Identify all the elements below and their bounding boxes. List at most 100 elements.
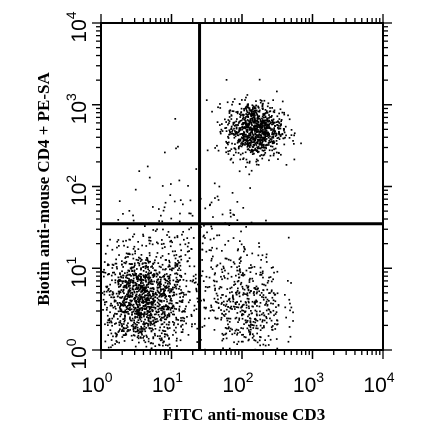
data-point: [203, 306, 206, 309]
data-point: [271, 136, 273, 138]
data-point: [268, 142, 270, 144]
data-point: [121, 330, 123, 332]
data-point: [255, 285, 258, 288]
data-point: [231, 129, 234, 132]
data-point: [106, 285, 109, 288]
data-point: [253, 152, 255, 155]
x-tick-label: 102: [222, 369, 253, 397]
data-point: [163, 273, 166, 276]
data-point: [256, 119, 259, 122]
data-point: [162, 307, 165, 309]
data-point: [122, 276, 124, 279]
data-point: [143, 308, 146, 310]
data-point: [152, 283, 154, 285]
data-point: [274, 125, 276, 127]
data-point: [138, 312, 141, 315]
data-point: [126, 293, 129, 296]
data-point: [168, 288, 170, 290]
data-point: [164, 279, 167, 282]
data-point: [242, 272, 244, 274]
data-point: [252, 114, 255, 117]
data-point: [227, 272, 230, 275]
data-point: [181, 311, 183, 313]
data-point: [128, 270, 131, 273]
data-point: [213, 280, 216, 283]
data-point: [241, 141, 243, 144]
data-point: [273, 127, 275, 129]
data-point: [230, 157, 233, 160]
data-point: [254, 109, 257, 112]
data-point: [216, 301, 218, 304]
data-point: [238, 269, 241, 272]
data-point: [255, 109, 258, 112]
data-point: [253, 119, 256, 122]
data-point: [237, 146, 240, 149]
data-point: [133, 327, 136, 329]
data-point: [233, 136, 236, 139]
data-point: [241, 144, 244, 146]
data-point: [247, 106, 250, 109]
data-point: [126, 227, 129, 229]
data-point: [232, 121, 235, 124]
data-point: [226, 319, 229, 322]
data-point: [223, 275, 225, 277]
data-point: [134, 323, 137, 325]
data-point: [268, 114, 270, 116]
data-point: [103, 293, 106, 296]
data-point: [261, 145, 263, 147]
data-point: [151, 316, 154, 318]
data-point: [266, 105, 269, 108]
data-point: [136, 336, 139, 339]
data-point: [263, 145, 265, 147]
data-point: [255, 104, 257, 107]
data-point: [165, 285, 168, 287]
data-point: [116, 267, 118, 270]
data-point: [272, 99, 274, 101]
data-point: [223, 315, 226, 317]
data-point: [228, 347, 231, 350]
data-point: [263, 319, 266, 322]
data-point: [165, 344, 167, 346]
data-point: [192, 275, 195, 278]
data-point: [251, 333, 254, 335]
data-point: [113, 315, 115, 318]
data-point: [251, 128, 254, 130]
data-point: [141, 286, 143, 289]
data-point: [121, 280, 124, 283]
data-point: [172, 267, 175, 270]
data-point: [186, 316, 188, 318]
data-point: [251, 112, 253, 114]
data-point: [154, 318, 157, 321]
data-point: [206, 149, 209, 152]
data-point: [147, 337, 150, 340]
data-point: [176, 283, 179, 286]
data-point: [268, 300, 270, 302]
data-point: [108, 321, 111, 324]
data-point: [221, 123, 223, 125]
data-point: [125, 284, 128, 287]
data-point: [123, 298, 126, 300]
data-point: [241, 152, 244, 155]
data-point: [271, 149, 273, 152]
data-point: [148, 254, 151, 257]
data-point: [269, 154, 272, 157]
data-point: [136, 268, 138, 270]
data-point: [262, 144, 264, 146]
data-point: [160, 313, 163, 316]
data-point: [251, 114, 254, 117]
data-point: [132, 325, 135, 328]
data-point: [248, 162, 251, 164]
data-point: [265, 112, 267, 114]
data-point: [272, 292, 275, 294]
data-point: [216, 195, 219, 198]
data-point: [152, 287, 155, 290]
data-point: [249, 144, 252, 147]
data-point: [259, 310, 261, 313]
data-point: [136, 295, 138, 298]
data-point: [118, 200, 121, 202]
data-point: [236, 266, 238, 269]
data-point: [202, 280, 205, 282]
data-point: [270, 140, 273, 142]
data-point: [177, 319, 180, 321]
